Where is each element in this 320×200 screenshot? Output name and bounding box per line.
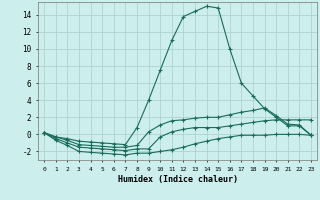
X-axis label: Humidex (Indice chaleur): Humidex (Indice chaleur) xyxy=(118,175,238,184)
